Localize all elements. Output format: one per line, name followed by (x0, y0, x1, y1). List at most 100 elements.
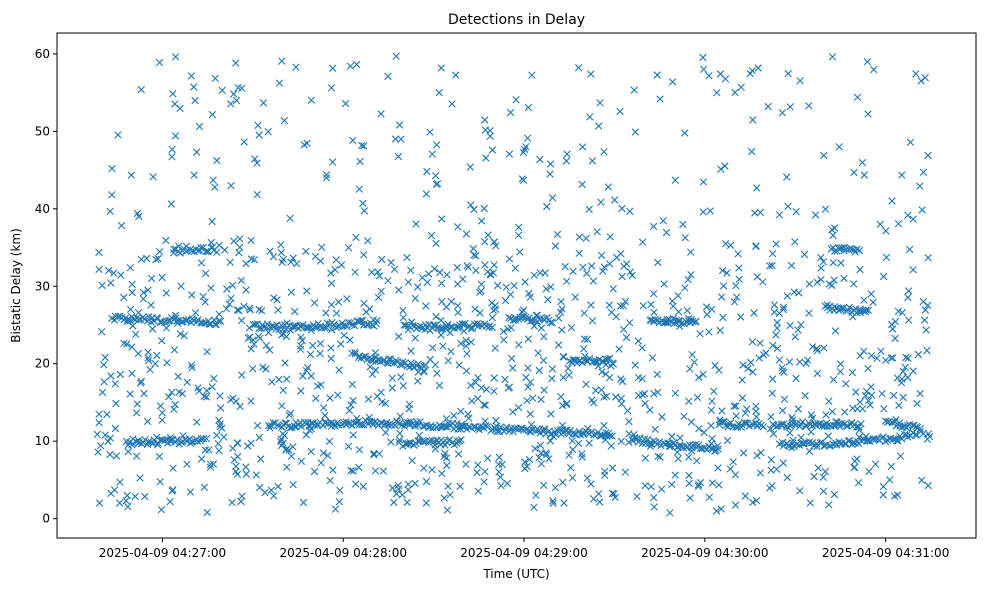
data-point (202, 247, 210, 256)
data-point (320, 324, 329, 332)
data-point (166, 498, 174, 506)
data-point (536, 269, 544, 277)
data-point (909, 266, 917, 274)
data-point (592, 358, 600, 366)
data-point (713, 89, 721, 97)
data-point (821, 467, 829, 476)
data-point (858, 158, 867, 167)
data-point (892, 416, 900, 424)
data-point (490, 238, 498, 246)
data-point (390, 498, 398, 507)
data-point (602, 361, 610, 369)
data-point (110, 269, 118, 277)
data-point (507, 424, 515, 432)
data-point (861, 391, 870, 400)
data-point (128, 369, 136, 378)
data-point (864, 110, 872, 118)
data-point (606, 260, 614, 268)
data-point (525, 289, 533, 298)
data-point (365, 413, 374, 422)
data-point (865, 467, 873, 476)
data-point (399, 306, 407, 315)
data-point (431, 445, 440, 453)
data-point (158, 337, 166, 345)
data-point (890, 391, 898, 400)
data-point (794, 326, 802, 334)
data-point (158, 273, 166, 282)
data-point (490, 423, 499, 432)
data-point (656, 453, 664, 461)
data-point (373, 316, 381, 325)
data-point (168, 388, 176, 396)
data-point (480, 204, 488, 213)
plot-area-frame (56, 32, 977, 539)
data-point (606, 233, 614, 241)
data-point (422, 477, 431, 486)
data-point (182, 242, 190, 250)
data-point (404, 486, 412, 494)
data-point (797, 433, 805, 442)
data-point (195, 122, 204, 131)
data-point (272, 325, 280, 333)
data-point (731, 501, 740, 509)
data-point (411, 479, 419, 488)
data-point (378, 398, 386, 406)
data-point (216, 392, 224, 400)
data-point (470, 251, 478, 259)
data-point (494, 281, 502, 290)
data-point (602, 429, 610, 437)
data-point (717, 505, 725, 513)
data-point (825, 501, 833, 509)
data-point (307, 425, 316, 433)
data-point (792, 374, 800, 383)
data-point (559, 373, 568, 382)
data-point (154, 439, 162, 447)
data-point (923, 346, 931, 355)
data-point (819, 473, 827, 481)
data-point (123, 340, 131, 348)
data-point (641, 454, 650, 462)
data-point (843, 422, 851, 430)
data-point (253, 190, 261, 199)
data-point (505, 383, 514, 391)
data-point (819, 487, 828, 495)
data-point (539, 425, 548, 434)
data-point (100, 361, 108, 369)
data-point (548, 365, 557, 373)
data-point (906, 245, 914, 254)
data-point (414, 368, 422, 376)
data-point (215, 310, 223, 318)
data-point (286, 214, 294, 222)
y-tick-label: 40 (35, 202, 50, 216)
data-point (785, 358, 794, 366)
data-point (527, 421, 536, 429)
data-point (683, 306, 691, 315)
data-point (486, 132, 494, 140)
data-point (417, 322, 425, 330)
data-point (568, 437, 576, 445)
data-point (293, 260, 301, 268)
data-point (144, 348, 152, 356)
data-point (660, 280, 668, 288)
data-point (869, 298, 877, 306)
data-point (436, 422, 445, 431)
data-point (420, 464, 428, 472)
data-point (332, 309, 341, 317)
data-point (250, 340, 258, 348)
data-point (524, 103, 533, 112)
data-point (340, 331, 348, 339)
data-point (821, 205, 830, 213)
data-point (391, 135, 400, 143)
data-point (326, 394, 334, 402)
data-point (641, 390, 649, 398)
data-point (769, 375, 777, 383)
data-point (537, 395, 545, 404)
data-point (723, 269, 731, 277)
data-point (789, 436, 797, 444)
data-point (221, 246, 229, 254)
data-point (726, 465, 734, 473)
data-point (540, 386, 548, 394)
data-point (608, 464, 617, 472)
data-point (148, 325, 157, 333)
